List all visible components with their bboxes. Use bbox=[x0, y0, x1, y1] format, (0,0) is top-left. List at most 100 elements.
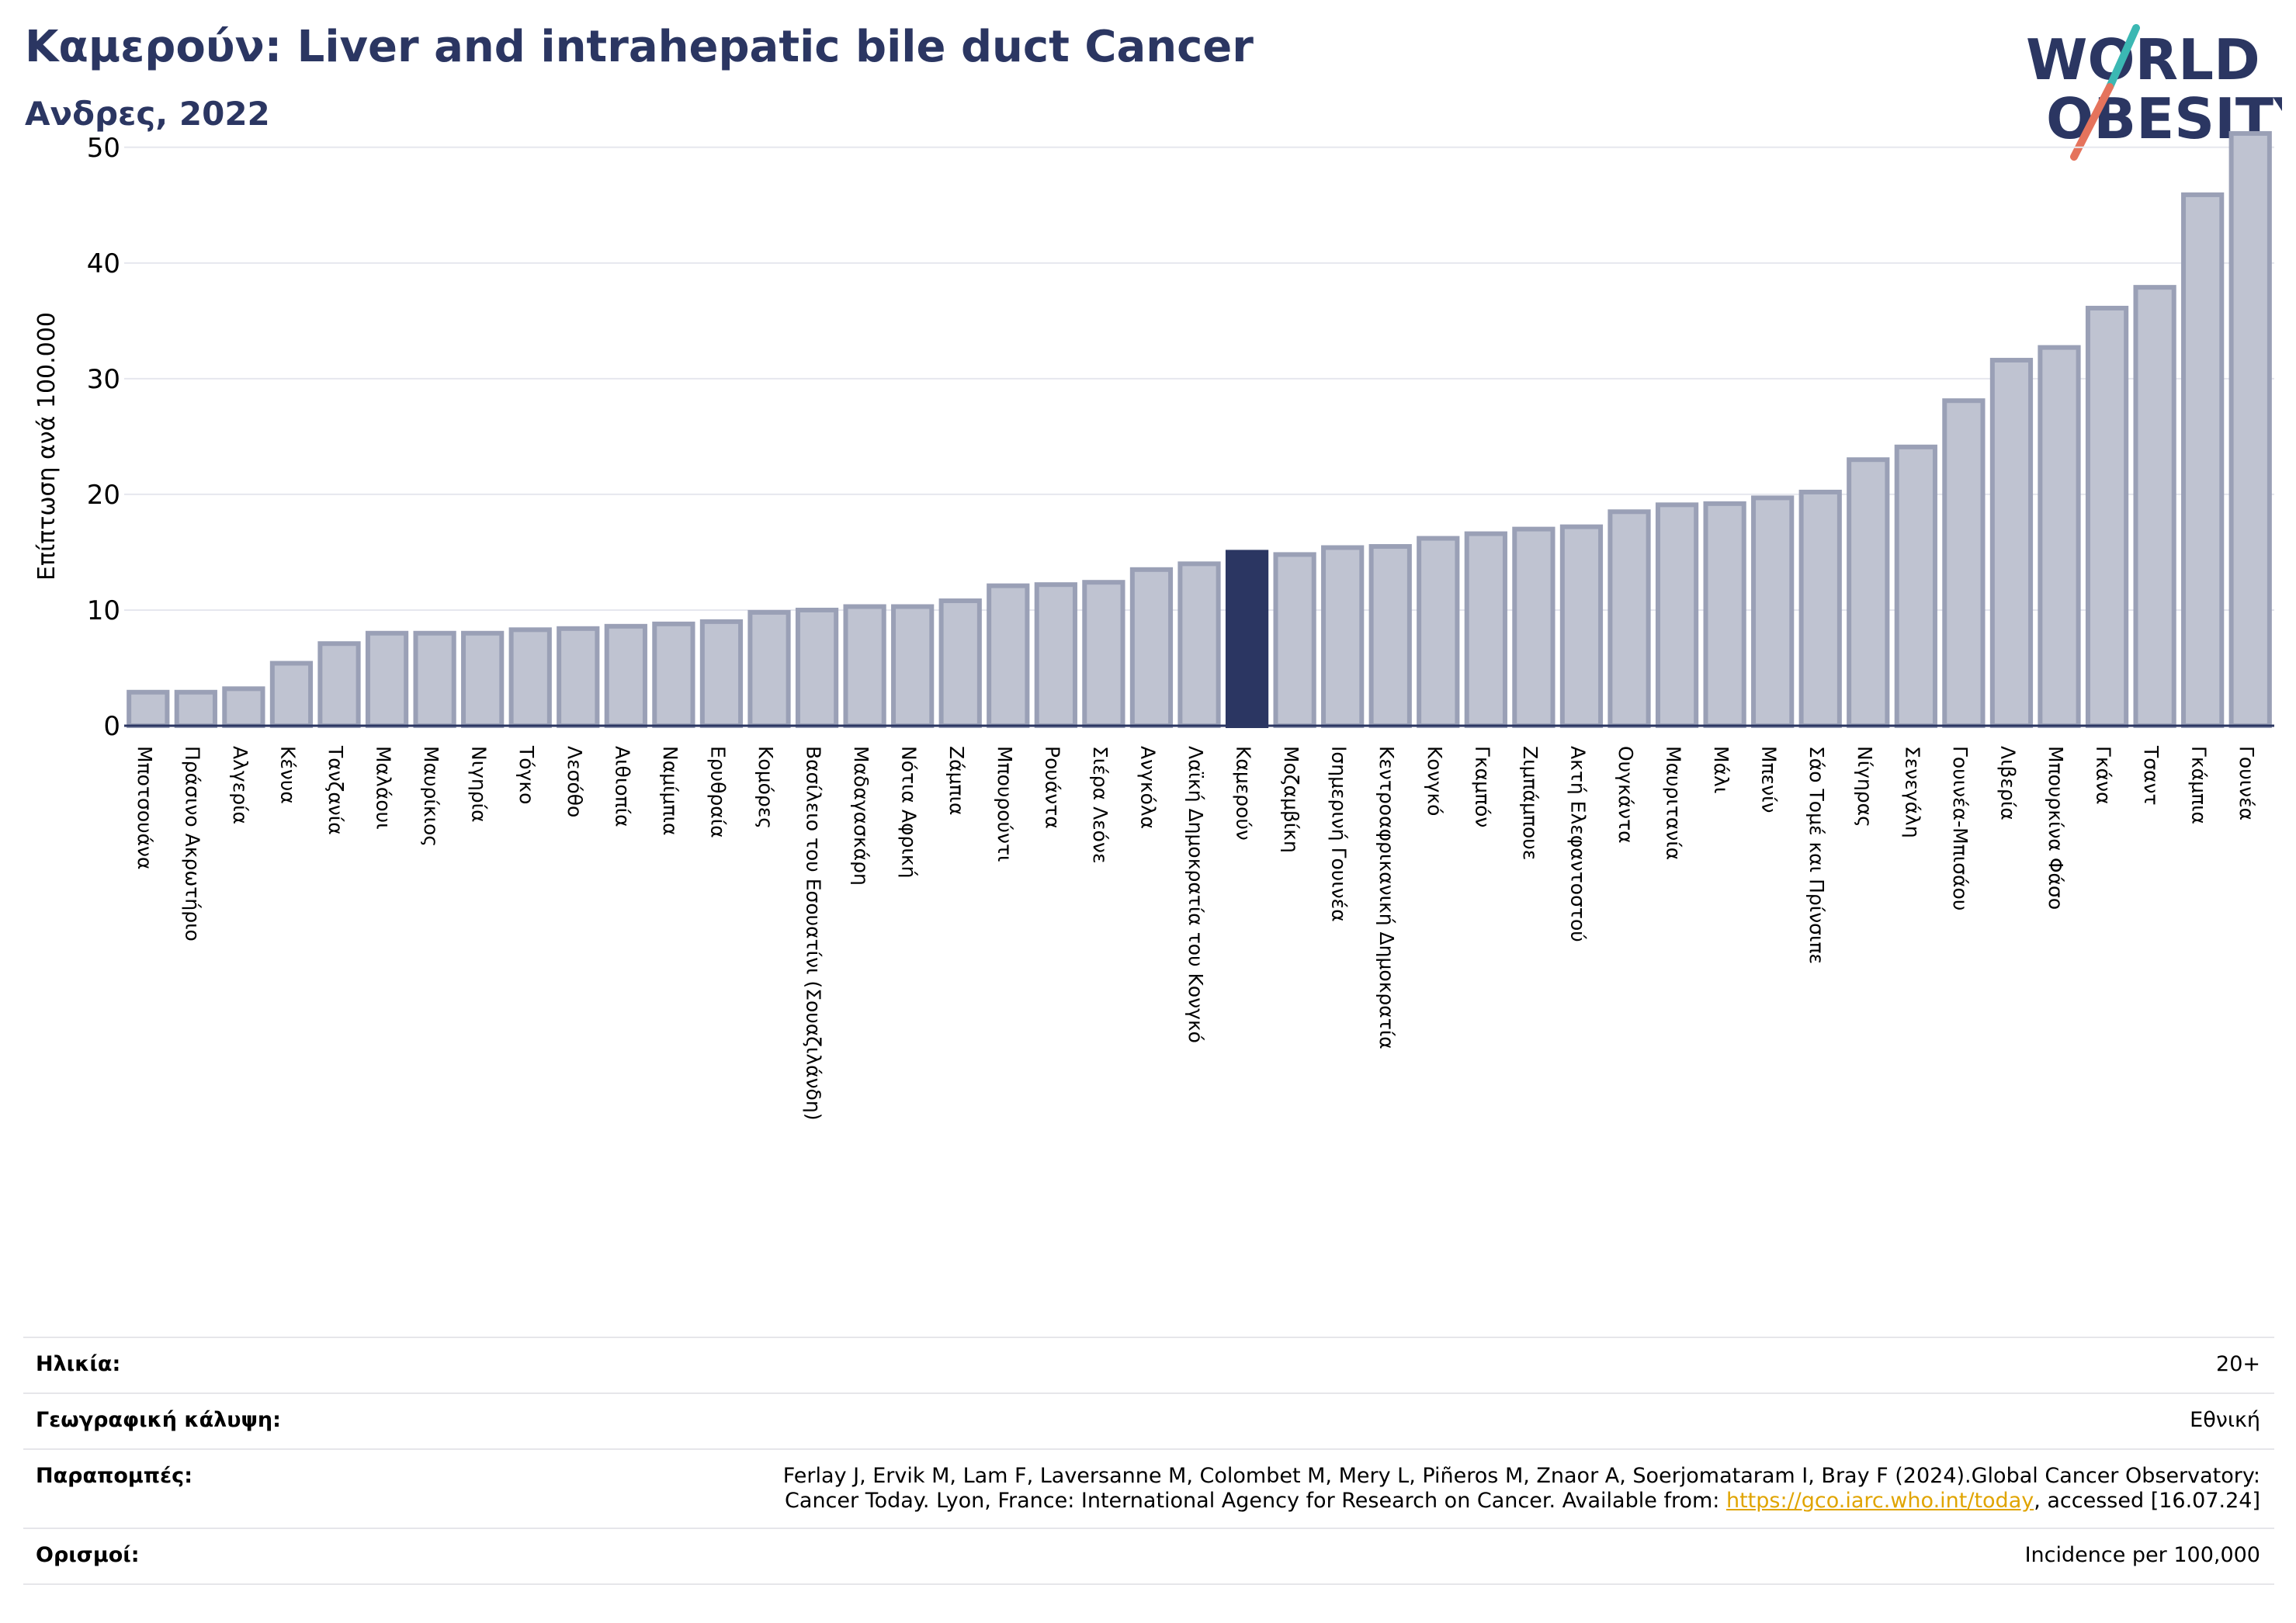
bar bbox=[1751, 495, 1795, 728]
x-tick-label: Ακτή Ελεφαντοστού bbox=[1566, 746, 1589, 942]
bar bbox=[2038, 345, 2081, 728]
y-tick-label: 0 bbox=[103, 711, 120, 742]
bar bbox=[938, 598, 982, 728]
logo-text-world: WORLD bbox=[2026, 27, 2260, 92]
y-tick-label: 50 bbox=[87, 133, 120, 164]
bar bbox=[1703, 501, 1746, 728]
x-tick-label: Αλγερία bbox=[229, 746, 251, 824]
bar bbox=[1129, 567, 1174, 729]
chart-title: Καμερούν: Liver and intrahepatic bile du… bbox=[25, 22, 1254, 72]
y-tick-label: 40 bbox=[87, 248, 120, 279]
x-tick-label: Μπενίν bbox=[1758, 746, 1781, 813]
bar bbox=[1942, 398, 1986, 728]
bar bbox=[2133, 285, 2176, 728]
x-tick-label: Ερυθραία bbox=[706, 746, 729, 838]
x-tick-label: Κονγκό bbox=[1424, 746, 1446, 816]
references-line2-post: , accessed [16.07.24] bbox=[2034, 1489, 2260, 1513]
x-tick-label: Μαυρίκιος bbox=[420, 746, 442, 847]
x-tick-label: Ουγκάντα bbox=[1614, 746, 1637, 844]
references-line2-pre: Cancer Today. Lyon, France: Internationa… bbox=[785, 1489, 1726, 1513]
bar bbox=[1608, 509, 1651, 729]
x-tick-label: Ισημερινή Γουινέα bbox=[1328, 746, 1351, 922]
age-label: Ηλικία: bbox=[36, 1352, 121, 1376]
bar bbox=[1798, 489, 1842, 728]
x-tick-label: Ζιμπάμπουε bbox=[1519, 746, 1542, 860]
x-tick-label: Πράσινο Ακρωτήριο bbox=[181, 746, 203, 942]
bar bbox=[508, 627, 552, 729]
bar bbox=[1321, 545, 1365, 728]
x-tick-label: Νιγηρία bbox=[468, 746, 491, 823]
x-tick-label: Κένυα bbox=[276, 746, 299, 804]
info-row-age: Ηλικία: 20+ bbox=[23, 1338, 2274, 1394]
bar bbox=[461, 630, 505, 728]
bar bbox=[747, 609, 791, 729]
bar bbox=[699, 619, 744, 728]
definitions-label: Ορισμοί: bbox=[36, 1543, 140, 1567]
x-tick-label: Λιβερία bbox=[1996, 746, 2019, 820]
x-tick-label: Τόγκο bbox=[515, 745, 538, 804]
x-tick-label: Γουινέα bbox=[2235, 746, 2258, 820]
bar bbox=[843, 604, 886, 728]
info-row-references: Παραπομπές: Ferlay J, Ervik M, Lam F, La… bbox=[23, 1450, 2274, 1529]
logo-slash-teal bbox=[2106, 24, 2140, 91]
x-tick-label: Τανζανία bbox=[324, 745, 347, 835]
x-tick-label: Γουινέα-Μπισάου bbox=[1949, 746, 1972, 910]
bar bbox=[1847, 457, 1890, 728]
x-tick-label: Νίγηρας bbox=[1854, 746, 1876, 827]
chart-subtitle: Ανδρες, 2022 bbox=[25, 95, 270, 133]
bar bbox=[2085, 305, 2129, 729]
x-tick-labels: Μποτσουάνα Πράσινο Ακρωτήριο Αλγερία Κένυα Τ… bbox=[134, 745, 2258, 1120]
bar bbox=[604, 623, 647, 728]
bar bbox=[2181, 192, 2225, 729]
references-label: Παραπομπές: bbox=[36, 1464, 192, 1488]
x-tick-label: Γκάμπια bbox=[2188, 746, 2211, 824]
bar bbox=[1512, 526, 1556, 729]
x-tick-label: Μπουρκίνα Φάσο bbox=[2045, 746, 2067, 910]
y-axis-label: Επίπτωση ανά 100.000 bbox=[33, 312, 61, 581]
references-link[interactable]: https://gco.iarc.who.int/today bbox=[1725, 1489, 2034, 1513]
x-tick-label: Μαυριτανία bbox=[1663, 746, 1685, 860]
bar bbox=[1273, 552, 1316, 729]
bar bbox=[1559, 524, 1604, 729]
bar bbox=[365, 630, 409, 728]
world-obesity-logo: WORLD OBESITY bbox=[2026, 24, 2282, 161]
bar bbox=[891, 604, 935, 728]
x-tick-label: Σιέρα Λεόνε bbox=[1089, 746, 1112, 863]
x-tick-label: Μάλι bbox=[1710, 746, 1732, 793]
logo-slash-coral bbox=[2070, 83, 2114, 161]
bar bbox=[1417, 536, 1460, 728]
info-row-coverage: Γεωγραφική κάλυψη: Εθνική bbox=[23, 1394, 2274, 1450]
x-tick-label: Νότια Αφρική bbox=[898, 746, 921, 878]
bar-chart: 0 10 20 30 40 50 Μποτσουάνα Πράσινο Ακρωτήριο Α… bbox=[33, 130, 2274, 1120]
x-tick-label: Κομόρες bbox=[754, 746, 777, 829]
bar bbox=[1655, 502, 1699, 728]
y-tick-label: 20 bbox=[87, 480, 120, 511]
bar bbox=[557, 626, 600, 728]
coverage-label: Γεωγραφική κάλυψη: bbox=[36, 1408, 281, 1432]
x-tick-label: Μαδαγασκάρη bbox=[850, 746, 872, 886]
bar bbox=[652, 621, 695, 728]
bar bbox=[1368, 543, 1412, 728]
x-tick-label: Μοζαμβίκη bbox=[1280, 746, 1302, 853]
x-tick-label: Μποτσουάνα bbox=[134, 746, 156, 870]
bar bbox=[1082, 580, 1125, 729]
bar bbox=[2228, 130, 2272, 728]
age-value: 20+ bbox=[2216, 1352, 2260, 1376]
x-tick-label: Σάο Τομέ και Πρίνσιπε bbox=[1805, 746, 1828, 964]
x-tick-label: Κεντροαφρικανική Δημοκρατία bbox=[1375, 746, 1398, 1049]
x-tick-label: Λαϊκή Δημοκρατία του Κονγκό bbox=[1184, 746, 1207, 1043]
x-tick-label: Μαλάουι bbox=[373, 746, 395, 830]
x-tick-label: Βασίλειο του Εσουατίνι (Σουαζιλάνδη) bbox=[803, 746, 825, 1120]
bar bbox=[174, 689, 217, 729]
bar bbox=[222, 686, 265, 728]
x-tick-label: Αιθιοπία bbox=[611, 746, 633, 827]
bar bbox=[1894, 444, 1937, 728]
x-tick-label: Γκάνα bbox=[2093, 746, 2115, 805]
x-tick-label: Μπουρούντι bbox=[994, 746, 1016, 862]
references-line1: Ferlay J, Ervik M, Lam F, Laversanne M, … bbox=[782, 1464, 2260, 1488]
bar bbox=[127, 689, 170, 729]
bar bbox=[1989, 358, 2034, 728]
bar bbox=[269, 661, 314, 728]
info-row-definitions: Ορισμοί: Incidence per 100,000 bbox=[23, 1529, 2274, 1585]
x-tick-label: Τσαντ bbox=[2140, 745, 2162, 806]
